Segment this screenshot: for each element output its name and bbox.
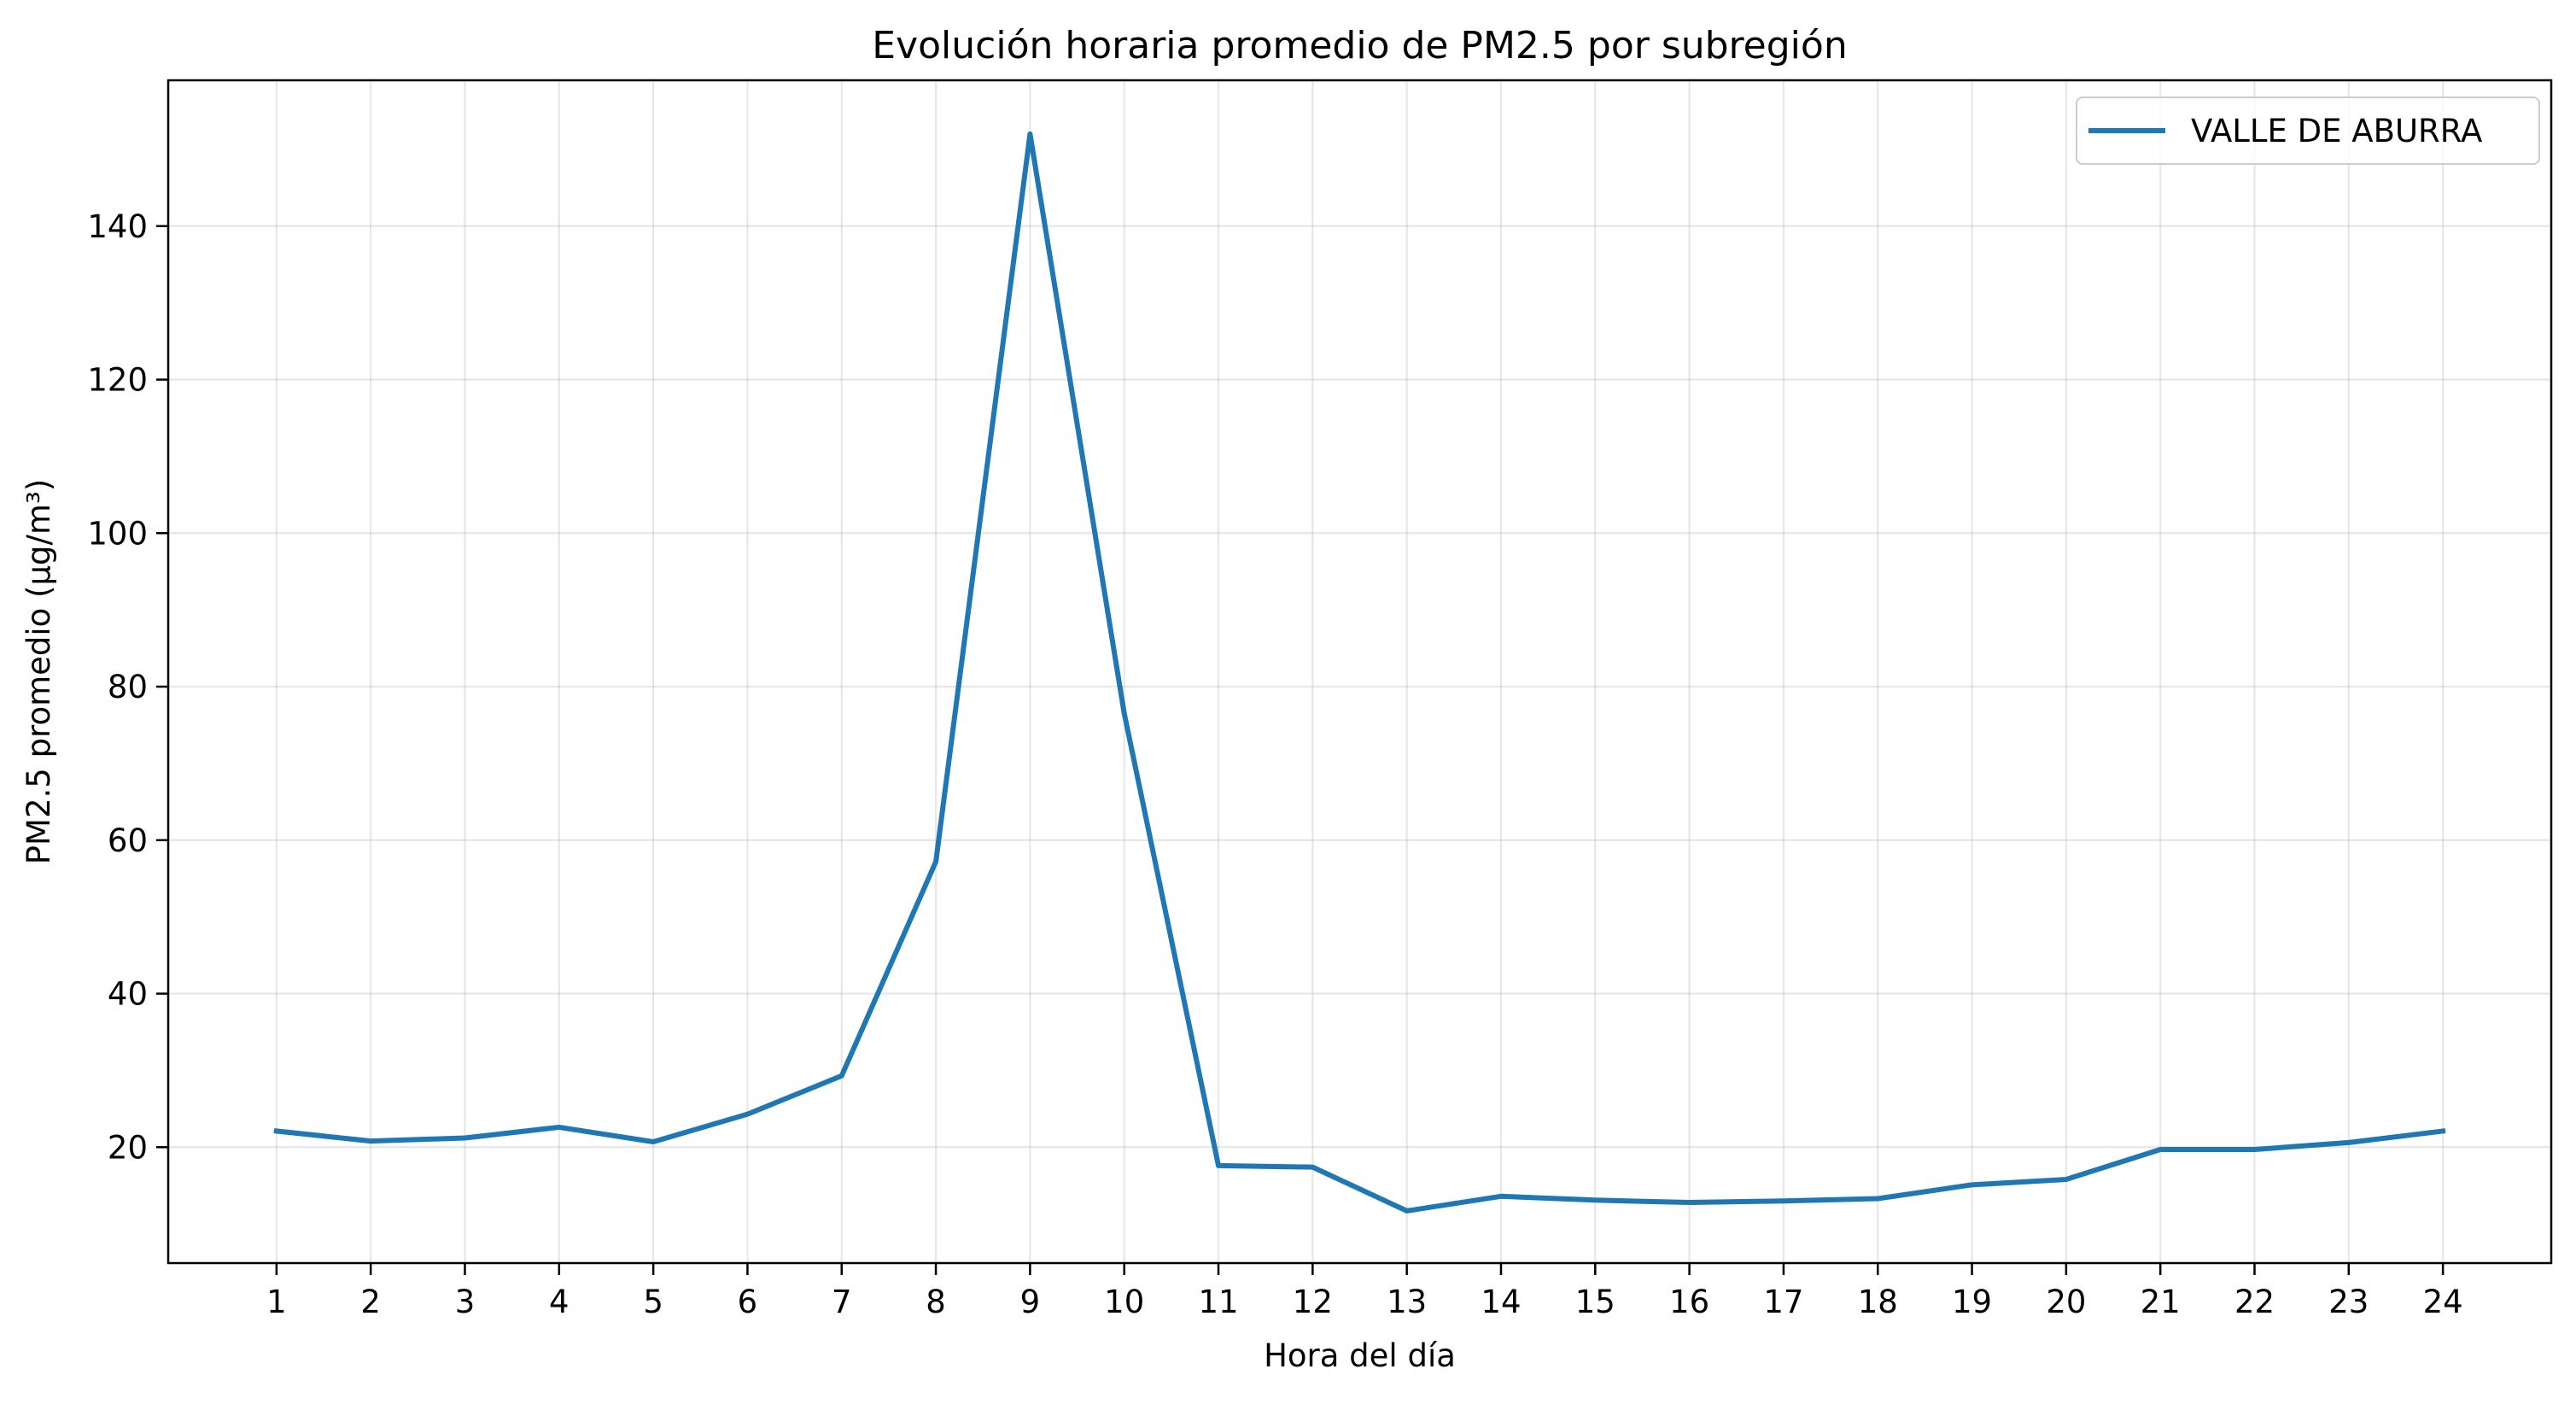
x-tick-label: 21 xyxy=(2141,1284,2181,1320)
legend-label: VALLE DE ABURRA xyxy=(2191,113,2482,149)
plot-frame xyxy=(166,79,2553,1265)
series-layer xyxy=(273,131,2446,1214)
x-tick-label: 12 xyxy=(1293,1284,1333,1320)
y-tick-label: 120 xyxy=(87,362,148,399)
x-tick-label: 10 xyxy=(1104,1284,1144,1320)
x-tick-label: 14 xyxy=(1481,1284,1521,1320)
series-line xyxy=(273,131,2446,1214)
x-tick-label: 19 xyxy=(1952,1284,1992,1320)
legend-box xyxy=(2076,97,2540,165)
x-tick-label: 18 xyxy=(1858,1284,1898,1320)
x-tick-label: 2 xyxy=(360,1284,381,1320)
x-tick-label: 13 xyxy=(1387,1284,1427,1320)
y-tick-label: 100 xyxy=(87,515,148,552)
y-axis-label: PM2.5 promedio (µg/m³) xyxy=(20,479,57,865)
axis-ticks: 1 2 3 4 5 6 7 8 9 10 11 12 13 14 15 16 17 18 19 20 21 22 23 242… xyxy=(87,208,2462,1320)
x-tick-label: 9 xyxy=(1020,1284,1041,1320)
y-tick-label: 20 xyxy=(108,1129,148,1166)
x-tick-label: 11 xyxy=(1198,1284,1238,1320)
x-tick-label: 20 xyxy=(2046,1284,2086,1320)
x-tick-label: 4 xyxy=(549,1284,570,1320)
x-tick-label: 23 xyxy=(2328,1284,2369,1320)
x-tick-label: 17 xyxy=(1763,1284,1803,1320)
x-tick-label: 15 xyxy=(1575,1284,1615,1320)
x-tick-label: 7 xyxy=(832,1284,852,1320)
x-tick-label: 8 xyxy=(926,1284,946,1320)
x-tick-label: 6 xyxy=(738,1284,758,1320)
x-tick-label: 16 xyxy=(1669,1284,1709,1320)
x-tick-label: 24 xyxy=(2423,1284,2463,1320)
legend: VALLE DE ABURRA xyxy=(2076,97,2540,165)
y-tick-label: 80 xyxy=(108,669,148,705)
x-tick-label: 22 xyxy=(2234,1284,2275,1320)
x-tick-label: 3 xyxy=(455,1284,476,1320)
y-tick-label: 60 xyxy=(108,822,148,859)
x-axis-label: Hora del día xyxy=(1264,1337,1456,1374)
y-tick-label: 140 xyxy=(87,208,148,245)
x-tick-label: 5 xyxy=(643,1284,663,1320)
x-tick-label: 1 xyxy=(266,1284,287,1320)
y-tick-label: 40 xyxy=(108,976,148,1013)
chart-title: Evolución horaria promedio de PM2.5 por … xyxy=(872,24,1847,67)
grid-lines xyxy=(168,80,2551,1263)
